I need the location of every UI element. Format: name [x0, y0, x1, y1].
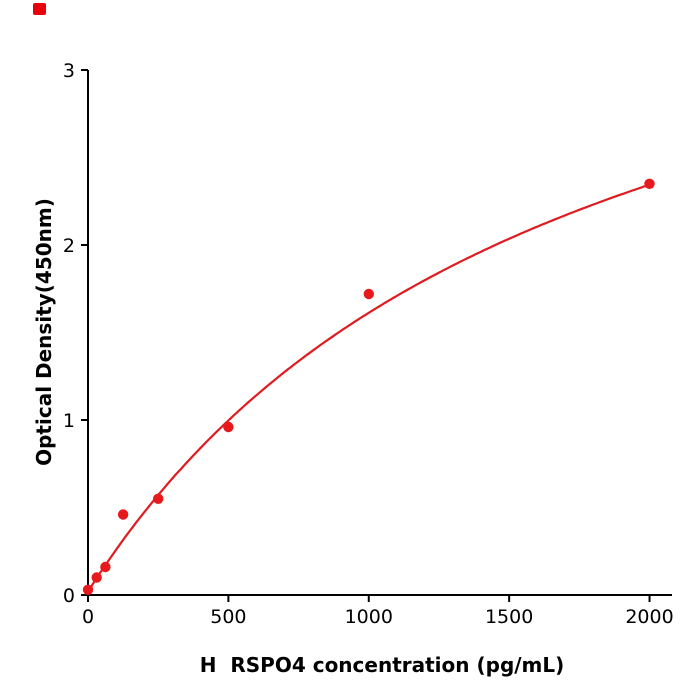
data-point — [117, 509, 129, 520]
y-tick-label: 3 — [63, 60, 75, 82]
x-tick-label: 500 — [210, 606, 246, 628]
y-axis-label: Optical Density(450nm) — [32, 198, 56, 466]
data-point — [223, 421, 234, 433]
data-point — [100, 561, 111, 573]
data-point — [153, 493, 164, 504]
x-tick-label: 1000 — [345, 606, 393, 628]
data-point — [82, 584, 94, 595]
data-point — [644, 178, 655, 189]
x-axis-label: H RSPO4 concentration (pg/mL) — [199, 653, 565, 677]
x-tick-label: 0 — [82, 606, 94, 628]
y-tick-label: 0 — [63, 585, 75, 607]
fit-curve — [86, 183, 651, 593]
y-tick-label: 2 — [63, 235, 75, 257]
corner-mark — [33, 3, 46, 15]
data-point — [91, 572, 102, 583]
x-tick-label: 1500 — [485, 606, 533, 628]
data-point — [363, 288, 374, 300]
x-tick-label: 2000 — [625, 606, 673, 628]
y-tick-label: 1 — [63, 410, 75, 432]
